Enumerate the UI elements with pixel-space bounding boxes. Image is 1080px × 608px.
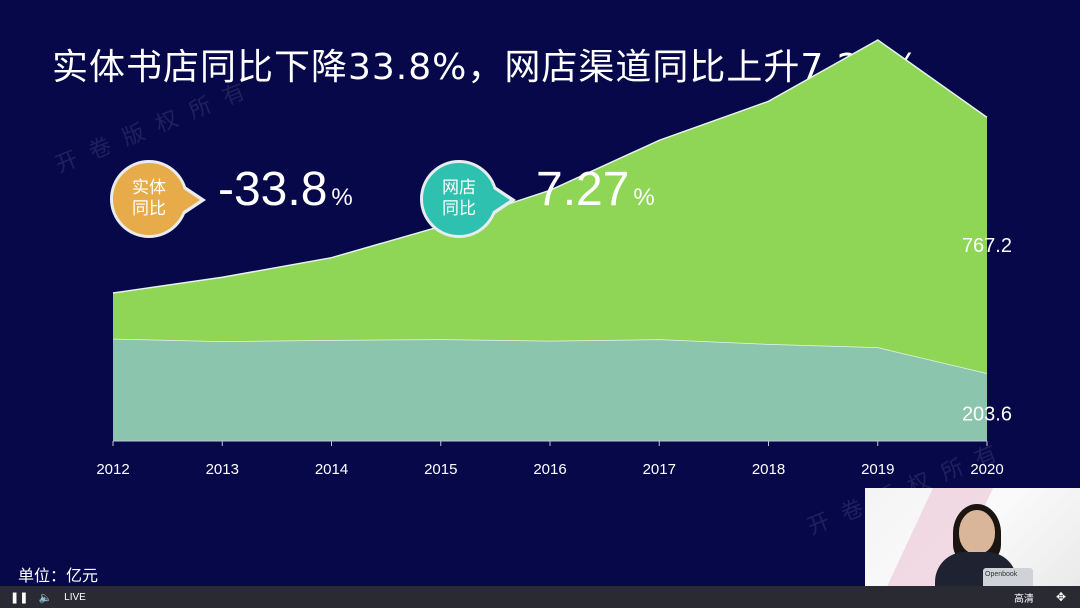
area-series-1-edge [112, 39, 988, 294]
online-yoy-suffix: % [633, 184, 655, 211]
x-tick-label-2015: 2015 [424, 461, 457, 478]
badge-online-label-2: 同比 [442, 199, 476, 219]
badge-online-pointer-fill [486, 184, 510, 216]
laptop-label: Openbook [985, 571, 1018, 578]
webcam-inset: Openbook [865, 488, 1080, 586]
badge-physical-label-1: 实体 [132, 178, 166, 198]
end-label-physical: 203.6 [962, 404, 1012, 426]
x-tick-label-2020: 2020 [970, 461, 1003, 478]
x-tick-label-2019: 2019 [861, 461, 894, 478]
quality-selector[interactable]: 高清 [1013, 593, 1034, 605]
badge-online-yoy: 网店 同比 [420, 158, 518, 240]
volume-icon[interactable]: 🔈 [38, 590, 53, 604]
presenter-face [959, 510, 995, 554]
physical-yoy-suffix: % [331, 184, 353, 211]
unit-label: 单位：亿元 [18, 566, 99, 585]
slide: 开卷版权所有 开卷版权所有 开卷版权所有 实体书店同比下降33.8%，网店渠道同… [18, 39, 1014, 585]
live-indicator: LIVE [64, 591, 86, 603]
x-tick-label-2018: 2018 [752, 461, 785, 478]
slide-title: 实体书店同比下降33.8%，网店渠道同比上升7.27% [52, 47, 920, 88]
pause-icon[interactable]: ❚❚ [10, 590, 29, 604]
area-chart: 2012 2013 2014 2015 2016 2017 2018 2019 2020 203.… [96, 39, 1012, 478]
x-tick-label-2014: 2014 [315, 461, 348, 478]
badge-physical-label-2: 同比 [132, 199, 166, 219]
x-tick-label-2016: 2016 [533, 461, 566, 478]
x-tick-label-2017: 2017 [643, 461, 676, 478]
badge-online-circle: 网店 同比 [420, 160, 498, 238]
player-bar: ❚❚ 🔈 LIVE 高清 ✥ [0, 586, 1080, 608]
online-yoy-value: 7.27% [536, 162, 655, 217]
x-tick-label-2012: 2012 [96, 461, 129, 478]
player-right-controls: 高清 ✥ [1014, 590, 1080, 605]
badge-physical-circle: 实体 同比 [110, 160, 188, 238]
fullscreen-icon[interactable]: ✥ [1055, 590, 1066, 604]
area-series-0 [113, 338, 987, 441]
online-yoy-number: 7.27 [536, 163, 630, 216]
laptop [983, 568, 1033, 586]
physical-yoy-number: -33.8 [218, 163, 328, 216]
end-label-online: 767.2 [962, 235, 1012, 257]
badge-physical-yoy: 实体 同比 [110, 158, 208, 240]
physical-yoy-value: -33.8% [218, 162, 353, 217]
x-tick-label-2013: 2013 [206, 461, 239, 478]
area-series-1 [113, 40, 987, 374]
badge-physical-pointer-fill [176, 184, 200, 216]
badge-online-label-1: 网店 [442, 178, 476, 198]
